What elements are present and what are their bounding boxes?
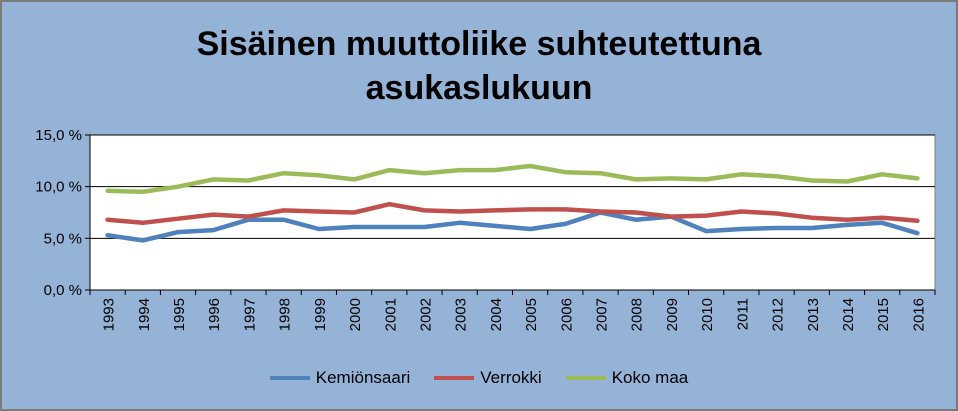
x-tick-label: 1999 <box>312 298 329 331</box>
x-tick-label: 1997 <box>241 298 258 331</box>
x-tick-label: 2003 <box>453 298 470 331</box>
x-tick-label: 2006 <box>558 298 575 331</box>
x-tick-label: 2015 <box>875 298 892 331</box>
x-tick-label: 2012 <box>770 298 787 331</box>
chart-title-line-1: Sisäinen muuttoliike suhteutettuna <box>196 25 762 63</box>
legend: Kemiönsaari Verrokki Koko maa <box>0 368 958 388</box>
x-tick-label: 1998 <box>277 298 294 331</box>
legend-label-koko-maa: Koko maa <box>611 368 689 387</box>
x-tick-label: 2002 <box>417 298 434 331</box>
x-tick-label: 2014 <box>840 298 857 331</box>
x-tick-label: 2009 <box>664 298 681 331</box>
x-tick-label: 2005 <box>523 298 540 331</box>
x-tick-label: 1993 <box>101 298 118 331</box>
x-tick-label: 2011 <box>734 298 751 330</box>
chart-title-line-2: asukaslukuun <box>365 69 593 107</box>
x-tick-label: 1995 <box>171 298 188 331</box>
legend-swatch-kemionsaari <box>269 376 310 380</box>
x-tick-label: 2016 <box>910 298 927 331</box>
x-tick-label: 2000 <box>347 298 364 331</box>
y-tick-label: 15,0 % <box>35 127 82 144</box>
x-tick-label: 2010 <box>699 298 716 331</box>
y-tick-label: 10,0 % <box>35 179 82 196</box>
y-tick-label: 5,0 % <box>44 230 82 247</box>
plot-area <box>89 134 936 291</box>
legend-item-verrokki: Verrokki <box>434 368 542 388</box>
legend-label-kemionsaari: Kemiönsaari <box>315 368 411 387</box>
x-tick-label: 2004 <box>488 298 505 331</box>
y-tick-label: 0,0 % <box>44 282 82 299</box>
x-tick-label: 2013 <box>805 298 822 331</box>
series-line-kemi-nsaari <box>105 210 920 243</box>
legend-item-kemionsaari: Kemiönsaari <box>269 368 411 388</box>
legend-swatch-verrokki <box>434 376 475 380</box>
legend-swatch-koko-maa <box>565 376 606 380</box>
series-line-verrokki <box>105 201 920 226</box>
x-tick-label: 2008 <box>629 298 646 331</box>
x-tick-label: 1994 <box>136 298 153 331</box>
x-tick-label: 2007 <box>594 298 611 331</box>
legend-label-verrokki: Verrokki <box>480 368 542 387</box>
series-line-koko-maa <box>105 163 920 195</box>
legend-item-koko-maa: Koko maa <box>565 368 689 388</box>
x-tick-label: 2001 <box>382 298 399 331</box>
x-tick-label: 1996 <box>206 298 223 331</box>
chart-title: Sisäinen muuttoliike suhteutettuna asuka… <box>0 22 958 110</box>
